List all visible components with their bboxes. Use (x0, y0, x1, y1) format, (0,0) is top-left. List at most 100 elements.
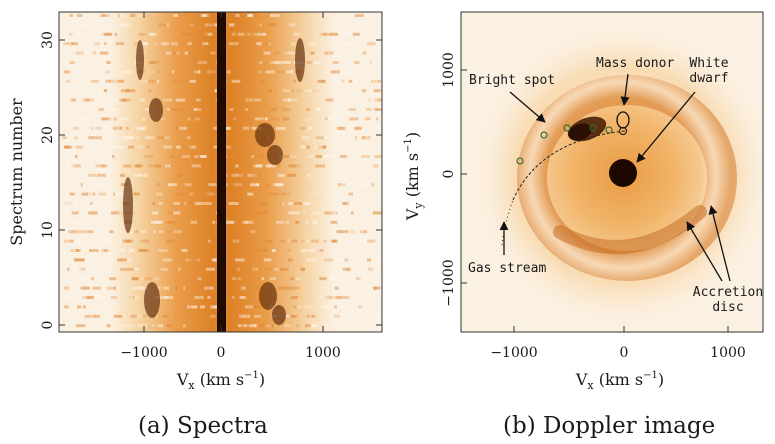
spectrum-texture (200, 305, 205, 308)
x-tick-label: 0 (217, 345, 226, 361)
spectrum-texture (157, 183, 160, 186)
spectrum-texture (293, 202, 302, 205)
y-tick-label: 20 (40, 126, 56, 144)
spectrum-texture (343, 80, 349, 83)
spectrum-texture (70, 14, 73, 17)
spectrum-texture (272, 249, 276, 252)
spectrum-texture (209, 42, 213, 45)
spectrum-texture (70, 240, 73, 243)
spectrum-texture (368, 99, 377, 102)
spectrum-texture (76, 324, 86, 327)
spectrum-texture (361, 146, 366, 149)
spectrum-texture (362, 89, 367, 92)
spectrum-texture (187, 117, 191, 120)
spectrum-texture (325, 70, 332, 73)
spectrum-texture (326, 99, 334, 102)
spectrum-texture (74, 136, 78, 139)
spectrum-texture (355, 14, 364, 17)
spectrum-texture (120, 174, 125, 177)
spectrum-texture (167, 108, 171, 111)
spectrum-texture (165, 164, 171, 167)
spectrum-texture (234, 23, 244, 26)
spectrum-texture (78, 33, 83, 36)
spectrum-texture (145, 136, 153, 139)
spectrum-texture (163, 287, 169, 290)
spectrum-texture (293, 80, 296, 83)
spectrum-texture (232, 296, 235, 299)
spectrum-texture (357, 268, 367, 271)
spectrum-texture (338, 183, 341, 186)
doppler-panel: −1000 0 1000 1000 0 −1000 Vx (km s−1) Vy… (403, 12, 773, 392)
spectrum-texture (328, 52, 338, 55)
spectrum-texture (343, 221, 346, 224)
spectrum-texture (182, 155, 191, 158)
spectrum-texture (314, 89, 322, 92)
spectrum-texture (283, 117, 290, 120)
spectrum-texture (139, 127, 146, 130)
spectrum-texture (198, 70, 201, 73)
spectrum-texture (72, 211, 79, 214)
spectrum-texture (194, 296, 204, 299)
spectrum-texture (67, 287, 71, 290)
spectrum-texture (332, 211, 336, 214)
spectrum-texture (182, 249, 188, 252)
spectrum-texture (349, 193, 354, 196)
x-tick-label: 1000 (305, 345, 341, 361)
spectrum-texture (330, 174, 338, 177)
spectrum-texture (71, 249, 76, 252)
spectrum-texture (333, 61, 339, 64)
spectrum-texture (290, 258, 293, 261)
spectrum-texture (351, 277, 360, 280)
spectrum-texture (352, 127, 354, 130)
spectrum-texture (235, 164, 238, 167)
spectrum-texture (128, 146, 134, 149)
spectrum-texture (374, 146, 376, 149)
spectrum-texture (254, 315, 261, 318)
spectrum-texture (188, 42, 192, 45)
spectrum-texture (262, 42, 267, 45)
spectrum-texture (107, 240, 112, 243)
spectrum-texture (77, 305, 81, 308)
spectra-panel: −1000 0 1000 0 10 20 30 Vx (km s−1) Spec… (7, 12, 385, 392)
spectrum-texture (315, 146, 323, 149)
emission-feature (144, 282, 160, 318)
spectrum-texture (376, 117, 378, 120)
spectrum-texture (307, 305, 311, 308)
spectrum-texture (176, 99, 186, 102)
spectrum-texture (282, 108, 290, 111)
spectrum-texture (74, 258, 78, 261)
spectrum-texture (262, 117, 266, 120)
spectrum-texture (365, 136, 373, 139)
spectrum-texture (99, 108, 105, 111)
caption-b: (b) Doppler image (503, 413, 715, 439)
spectrum-texture (261, 33, 266, 36)
spectrum-texture (68, 136, 72, 139)
spectrum-texture (320, 287, 324, 290)
spectrum-texture (83, 108, 86, 111)
spectrum-texture (305, 324, 311, 327)
spectrum-texture (312, 61, 314, 64)
spectrum-texture (333, 240, 336, 243)
spectrum-texture (315, 164, 325, 167)
spectrum-texture (365, 117, 371, 120)
bright-spot-label: Bright spot (469, 73, 555, 88)
spectrum-texture (288, 211, 294, 214)
spectrum-texture (198, 61, 207, 64)
spectrum-texture (229, 42, 239, 45)
spectrum-texture (237, 89, 247, 92)
spectrum-texture (263, 52, 270, 55)
spectrum-texture (230, 117, 238, 120)
spectrum-texture (362, 155, 370, 158)
spectrum-texture (344, 258, 348, 261)
spectrum-texture (200, 164, 210, 167)
spectrum-texture (123, 324, 133, 327)
spectrum-texture (109, 52, 112, 55)
emission-feature (295, 38, 305, 82)
spectrum-texture (197, 277, 201, 280)
spectrum-texture (258, 70, 261, 73)
spectrum-texture (232, 80, 241, 83)
spectrum-texture (176, 52, 180, 55)
spectrum-texture (289, 155, 297, 158)
spectrum-texture (349, 230, 356, 233)
spectrum-texture (158, 249, 168, 252)
